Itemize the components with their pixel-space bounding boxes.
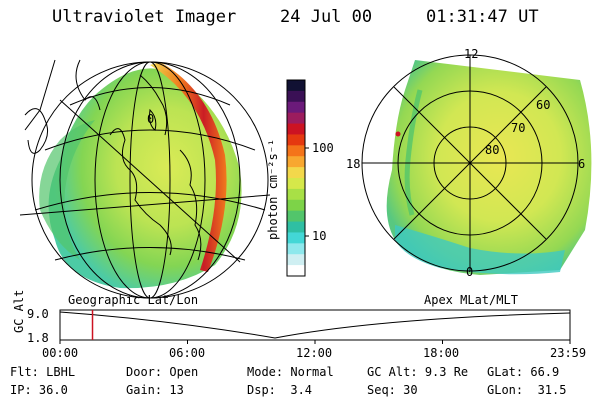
timeline-ymax: 9.0	[27, 307, 49, 321]
mode-info: Mode: Normal	[247, 365, 334, 379]
colorbar-segment	[287, 112, 305, 125]
mlt-6-label: 6	[578, 157, 586, 171]
colorbar-segment	[287, 134, 305, 146]
mlt-0-label: 0	[466, 265, 474, 279]
colorbar-tick-100: 100	[312, 141, 334, 155]
geographic-map	[19, 59, 271, 299]
date-label: 24 Jul 00	[280, 7, 373, 27]
timeline-tick-2: 12:00	[296, 346, 333, 360]
polar-map	[361, 54, 592, 275]
instrument-title: Ultraviolet Imager	[52, 7, 237, 27]
colorbar-segment	[287, 90, 305, 103]
colorbar-segment	[287, 210, 305, 223]
timeline-tick-3: 18:00	[423, 346, 460, 360]
colorbar-segment	[287, 199, 305, 212]
colorbar-segment	[287, 243, 305, 255]
colorbar-tick-10: 10	[312, 229, 327, 243]
colorbar-segment	[287, 80, 305, 92]
map-tick-label: 0	[147, 112, 154, 126]
glat-info: GLat: 66.9	[487, 365, 560, 379]
door-info: Door: Open	[126, 365, 199, 379]
lat-80-label: 80	[485, 143, 500, 157]
colorbar	[286, 79, 309, 277]
colorbar-segment	[287, 254, 305, 266]
ip-info: IP: 36.0	[10, 383, 68, 397]
timeline-tick-0: 00:00	[42, 346, 79, 360]
filter-info: Flt: LBHL	[10, 365, 76, 379]
colorbar-segment	[287, 188, 305, 201]
dsp-info: Dsp: 3.4	[247, 383, 313, 397]
lat-70-label: 70	[511, 121, 526, 135]
timeline-ymin: 1.8	[27, 331, 49, 345]
timeline-ylabel: GC Alt	[12, 289, 26, 333]
colorbar-segment	[287, 123, 305, 136]
gc-alt-info: GC Alt: 9.3 Re	[367, 365, 469, 379]
gain-info: Gain: 13	[126, 383, 184, 397]
seq-info: Seq: 30	[367, 383, 418, 397]
colorbar-segment	[287, 178, 305, 190]
colorbar-segment	[287, 232, 305, 244]
mlt-12-label: 12	[464, 47, 479, 61]
colorbar-segment	[287, 145, 305, 157]
geographic-caption: Geographic Lat/Lon	[68, 293, 199, 307]
time-label: 01:31:47 UT	[426, 7, 539, 27]
colorbar-segment	[287, 167, 305, 179]
colorbar-segment	[287, 265, 305, 277]
colorbar-segment	[287, 101, 305, 114]
glon-info: GLon: 31.5	[487, 383, 567, 397]
timeline-tick-1: 06:00	[169, 346, 206, 360]
mlt-18-label: 18	[346, 157, 361, 171]
lat-60-label: 60	[536, 98, 551, 112]
timeline-tick-4: 23:59	[550, 346, 587, 360]
apex-caption: Apex MLat/MLT	[424, 293, 518, 307]
colorbar-segment	[287, 221, 305, 234]
colorbar-segment	[287, 156, 305, 168]
